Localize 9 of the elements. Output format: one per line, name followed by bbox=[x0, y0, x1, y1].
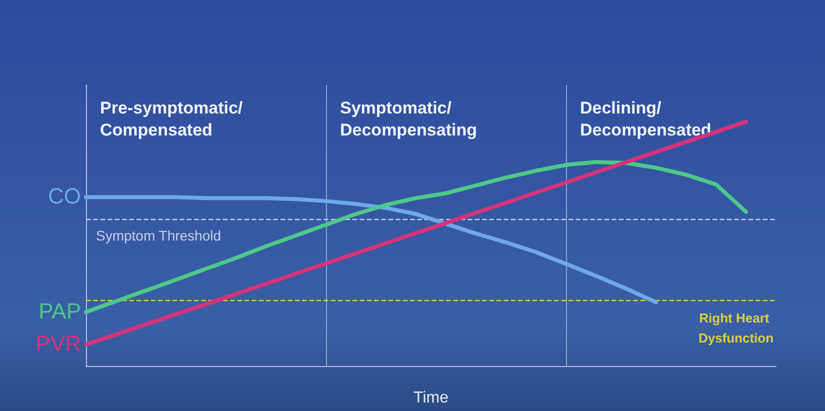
ref-line-label: Symptom Threshold bbox=[96, 227, 222, 244]
ref-line-label: Right Heart Dysfunction bbox=[698, 310, 774, 346]
series-label: PVR bbox=[36, 330, 82, 356]
series-label: CO bbox=[48, 184, 81, 209]
annotation: Pre-symptomatic/ Compensated bbox=[100, 98, 243, 140]
annotation: Symptomatic/ Decompensating bbox=[340, 98, 477, 140]
x-axis-title: Time bbox=[414, 390, 449, 406]
series-label: PAP bbox=[38, 298, 81, 324]
annotation: Declining/ Decompensated bbox=[580, 98, 712, 140]
